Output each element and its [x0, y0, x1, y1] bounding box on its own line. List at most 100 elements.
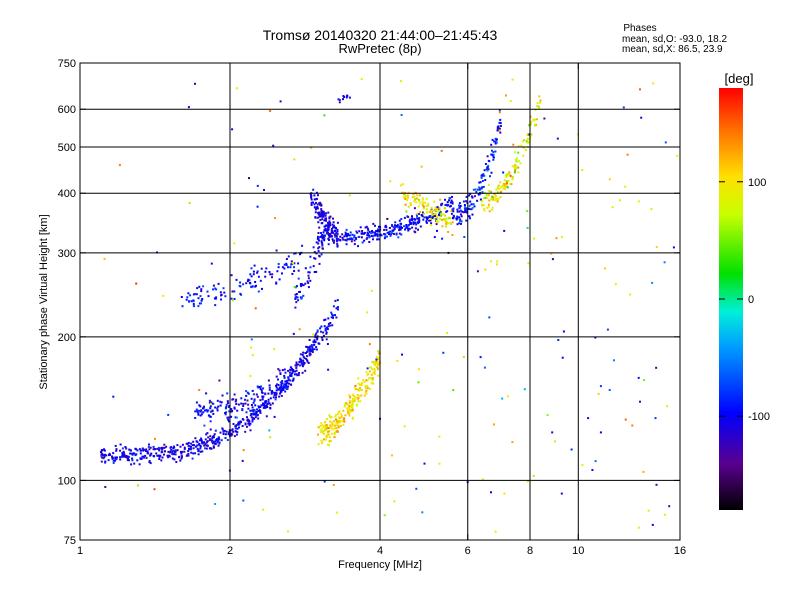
echo-point	[209, 415, 212, 418]
echo-point	[456, 223, 459, 226]
echo-point	[425, 197, 428, 200]
echo-point	[257, 275, 260, 278]
echo-point	[271, 402, 274, 405]
echo-point	[344, 239, 347, 241]
echo-point	[201, 441, 204, 444]
echo-point	[365, 379, 368, 382]
echo-point	[224, 412, 227, 414]
echo-point	[490, 153, 493, 156]
echo-point	[197, 305, 200, 308]
echo-point	[372, 372, 375, 375]
echo-point	[317, 239, 320, 242]
echo-point	[205, 408, 208, 411]
echo-point	[279, 372, 282, 375]
echo-point	[224, 413, 227, 416]
echo-point	[131, 459, 134, 462]
echo-point	[256, 205, 259, 208]
echo-point	[664, 513, 667, 516]
echo-point	[326, 343, 329, 345]
echo-point	[212, 446, 215, 449]
echo-point	[287, 530, 289, 533]
echo-point	[335, 227, 337, 230]
echo-point	[452, 210, 455, 213]
echo-point	[204, 409, 206, 412]
x-tick-label: 10	[572, 545, 584, 557]
echo-point	[250, 267, 253, 270]
echo-point	[538, 95, 541, 98]
echo-point	[138, 463, 141, 466]
echo-point	[251, 285, 254, 288]
echo-point	[235, 87, 238, 90]
echo-point	[460, 222, 462, 225]
echo-point	[318, 254, 321, 257]
echo-point	[409, 203, 412, 206]
echo-point	[285, 384, 288, 387]
echo-point	[330, 311, 333, 314]
echo-point	[250, 416, 253, 419]
echo-point	[216, 399, 219, 402]
echo-point	[293, 158, 296, 161]
echo-point	[302, 284, 305, 287]
echo-point	[375, 230, 378, 233]
echo-point	[357, 400, 360, 403]
echo-point	[314, 206, 317, 209]
echo-point	[498, 127, 501, 130]
echo-point	[307, 282, 310, 284]
echo-point	[201, 298, 204, 300]
echo-point	[209, 439, 212, 441]
echo-point	[187, 454, 190, 457]
echo-point	[346, 403, 349, 406]
echo-point	[348, 412, 351, 415]
echo-point	[308, 271, 311, 274]
echo-point	[307, 348, 310, 351]
echo-point	[486, 196, 489, 199]
echo-point	[539, 99, 542, 102]
echo-point	[136, 449, 139, 452]
echo-point	[241, 425, 244, 427]
echo-point	[321, 424, 324, 427]
echo-point	[407, 229, 410, 232]
echo-point	[515, 157, 518, 160]
echo-point	[521, 140, 524, 143]
echo-point	[363, 380, 366, 383]
echo-point	[472, 188, 475, 191]
echo-point	[328, 414, 331, 417]
echo-point	[438, 207, 441, 210]
echo-point	[587, 417, 590, 420]
echo-point	[198, 389, 201, 391]
echo-point	[187, 292, 190, 295]
echo-point	[526, 210, 529, 213]
echo-point	[260, 267, 263, 270]
echo-point	[533, 237, 535, 240]
echo-point	[230, 297, 233, 300]
echo-point	[468, 204, 471, 207]
echo-point	[214, 297, 217, 300]
echo-point	[312, 188, 315, 191]
echo-point	[488, 190, 491, 193]
echo-point	[437, 208, 440, 211]
echo-point	[462, 356, 465, 358]
echo-point	[314, 198, 317, 201]
echo-point	[353, 239, 356, 242]
echo-point	[251, 412, 254, 415]
echo-point	[159, 454, 162, 457]
echo-point	[301, 244, 304, 247]
echo-point	[370, 366, 373, 369]
echo-point	[326, 434, 329, 437]
echo-point	[107, 459, 110, 462]
echo-point	[194, 82, 196, 85]
echo-point	[415, 223, 418, 226]
echo-point	[348, 414, 351, 417]
echo-point	[499, 196, 502, 199]
echo-point	[200, 290, 203, 293]
echo-point	[251, 420, 254, 423]
echo-point	[517, 151, 520, 154]
echo-point	[288, 382, 290, 385]
echo-point	[436, 229, 438, 232]
echo-point	[412, 222, 415, 225]
echo-point	[346, 238, 349, 241]
echo-point	[327, 237, 330, 240]
echo-point	[319, 201, 322, 204]
echo-point	[161, 456, 164, 459]
